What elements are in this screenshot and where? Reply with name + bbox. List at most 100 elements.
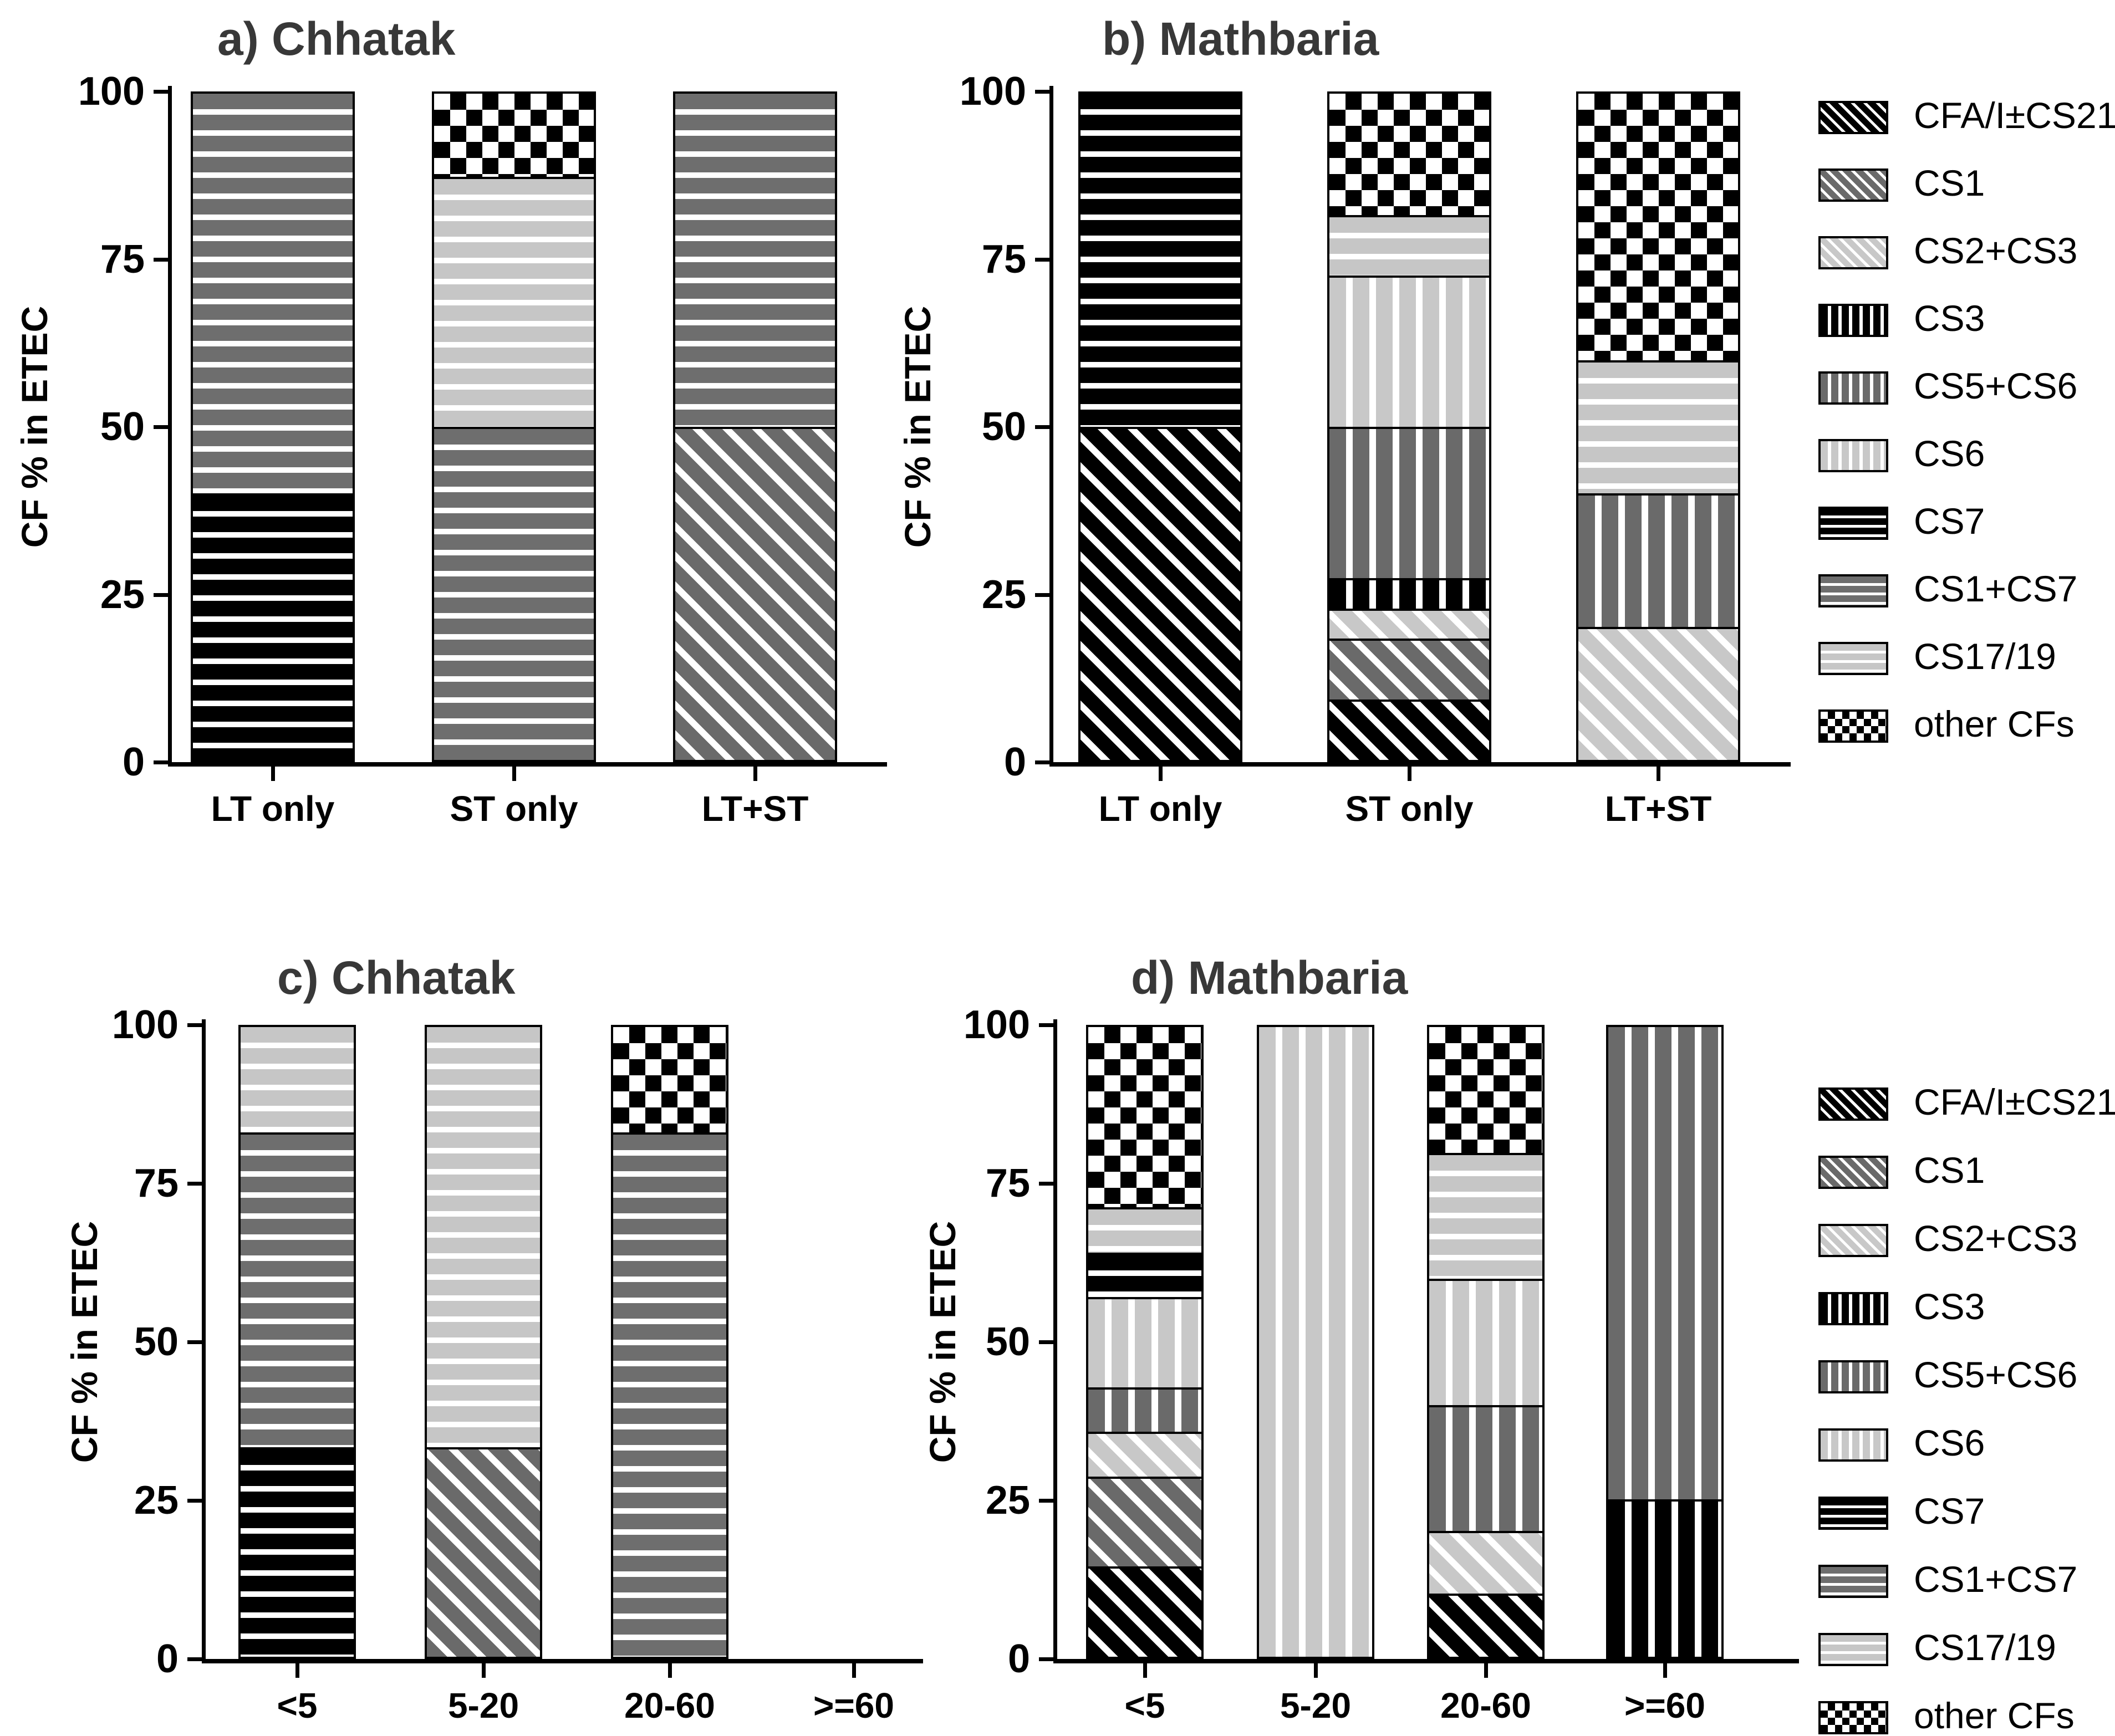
legend-item: CS6: [1818, 435, 2107, 472]
y-tick-label: 25: [981, 572, 1026, 617]
y-tick-mark: [154, 760, 168, 764]
y-tick-mark: [1039, 1023, 1053, 1027]
legend-item-label: CFA/I±CS21: [1914, 95, 2115, 136]
y-tick-label: 75: [985, 1161, 1030, 1206]
legend-item-label: CS7: [1914, 501, 1985, 542]
x-category-label: 20-60: [624, 1686, 715, 1725]
y-tick-mark: [1035, 760, 1049, 764]
bar-segment-cs7: [1088, 1252, 1201, 1298]
stacked-bar: [673, 91, 837, 762]
legend-item-label: CS2+CS3: [1914, 1218, 2078, 1259]
legend-item: CS1+CS7: [1818, 570, 2107, 607]
lightgray-diagonal-stripes-icon: [1818, 1224, 1888, 1257]
legend-item: CS1+CS7: [1818, 1560, 2107, 1598]
y-tick-label: 100: [963, 1003, 1030, 1047]
gray-diagonal-stripes-icon: [1818, 1156, 1888, 1189]
x-category-label: LT+ST: [1604, 789, 1712, 829]
stacked-bar: [611, 1025, 728, 1659]
bar-segment-cs1719: [427, 1027, 540, 1447]
x-category-label: ST only: [450, 789, 578, 829]
bar-segment-cs3: [1329, 578, 1489, 609]
x-axis-line: [1053, 1659, 1799, 1663]
legend-item: CS2+CS3: [1818, 232, 2107, 269]
legend-item-label: CS6: [1914, 433, 1985, 474]
bar-segment-cs2cs3: [1329, 609, 1489, 639]
panel-d-title: d) Mathbaria: [1131, 952, 1408, 1004]
y-tick-mark: [1039, 1182, 1053, 1186]
legend-item: CS17/19: [1818, 637, 2107, 675]
y-tick-label: 25: [134, 1478, 179, 1523]
x-category-label: 5-20: [447, 1686, 519, 1725]
bar-segment-cs5cs6: [1329, 426, 1489, 578]
y-tick-mark: [187, 1182, 202, 1186]
stacked-bar: [238, 1025, 356, 1659]
x-tick-mark: [295, 1663, 299, 1678]
y-tick-mark: [1039, 1340, 1053, 1344]
legend-item: CS3: [1818, 299, 2107, 337]
legend-item-label: CS5+CS6: [1914, 365, 2078, 406]
x-tick-mark: [1408, 767, 1411, 781]
x-tick-mark: [753, 767, 757, 781]
bar-segment-cs7: [1081, 94, 1240, 427]
bar-segment-cs5cs6: [1608, 1027, 1721, 1499]
legend-item-label: CS6: [1914, 1422, 1985, 1463]
y-tick-label: 75: [100, 237, 145, 282]
bar-segment-other: [613, 1027, 726, 1132]
bar-segment-cfa: [1329, 699, 1489, 760]
bar-segment-cs2cs3: [1429, 1530, 1542, 1594]
legend-item: CS5+CS6: [1818, 1356, 2107, 1393]
y-tick-mark: [187, 1657, 202, 1661]
bar-segment-cs1719: [434, 177, 594, 427]
checkerboard-icon: [1818, 1701, 1888, 1734]
x-tick-mark: [852, 1663, 856, 1678]
legend-item-label: other CFs: [1914, 703, 2075, 744]
legend-item: CS7: [1818, 502, 2107, 540]
y-tick-mark: [154, 425, 168, 429]
x-tick-mark: [1663, 1663, 1667, 1678]
legend-item: CS6: [1818, 1424, 2107, 1462]
y-tick-mark: [154, 593, 168, 597]
stacked-bar: [1257, 1025, 1374, 1659]
legend-item-label: other CFs: [1914, 1695, 2075, 1736]
panel-c-title: c) Chhatak: [277, 952, 516, 1004]
bar-segment-cs1cs7: [613, 1132, 726, 1657]
bar-segment-cs6: [1259, 1027, 1372, 1657]
x-category-label: LT+ST: [701, 789, 809, 829]
bar-segment-cs1cs7: [434, 427, 594, 760]
x-tick-mark: [1143, 1663, 1147, 1678]
x-tick-mark: [668, 1663, 672, 1678]
lightgray-horizontal-stripes-icon: [1818, 642, 1888, 675]
bar-segment-cs1: [427, 1447, 540, 1657]
black-diagonal-stripes-icon: [1818, 1087, 1888, 1121]
legend-item-label: CS1: [1914, 162, 1985, 203]
bar-segment-cs7: [241, 1447, 354, 1657]
y-tick-mark: [1039, 1657, 1053, 1661]
x-tick-mark: [1159, 767, 1163, 781]
bar-segment-other: [1429, 1027, 1542, 1153]
stacked-bar: [1078, 91, 1242, 762]
bar-segment-cs6: [1088, 1297, 1201, 1387]
bar-segment-cs5cs6: [1088, 1387, 1201, 1432]
x-tick-mark: [1314, 1663, 1318, 1678]
y-tick-label: 100: [959, 69, 1026, 114]
y-tick-mark: [1035, 425, 1049, 429]
y-tick-label: 25: [985, 1478, 1030, 1523]
x-category-label: >=60: [1624, 1686, 1705, 1725]
bar-segment-cs1cs7: [193, 94, 353, 494]
y-tick-label: 50: [985, 1320, 1030, 1364]
panel-a-title: a) Chhatak: [217, 13, 456, 65]
x-category-label: 5-20: [1280, 1686, 1352, 1725]
x-axis-line: [202, 1659, 923, 1663]
bar-segment-cs1719: [1088, 1207, 1201, 1253]
bar-segment-cs3: [1608, 1499, 1721, 1657]
gray-horizontal-stripes-icon: [1818, 1565, 1888, 1598]
gray-diagonal-stripes-icon: [1818, 169, 1888, 202]
stacked-bar: [1427, 1025, 1545, 1659]
legend-item-label: CS17/19: [1914, 1627, 2056, 1668]
bar-segment-cs7: [193, 493, 353, 760]
bar-segment-cs1719: [241, 1027, 354, 1132]
x-tick-mark: [271, 767, 275, 781]
x-category-label: <5: [277, 1686, 318, 1725]
gray-vertical-stripes-icon: [1818, 1360, 1888, 1393]
gray-vertical-stripes-icon: [1818, 371, 1888, 405]
